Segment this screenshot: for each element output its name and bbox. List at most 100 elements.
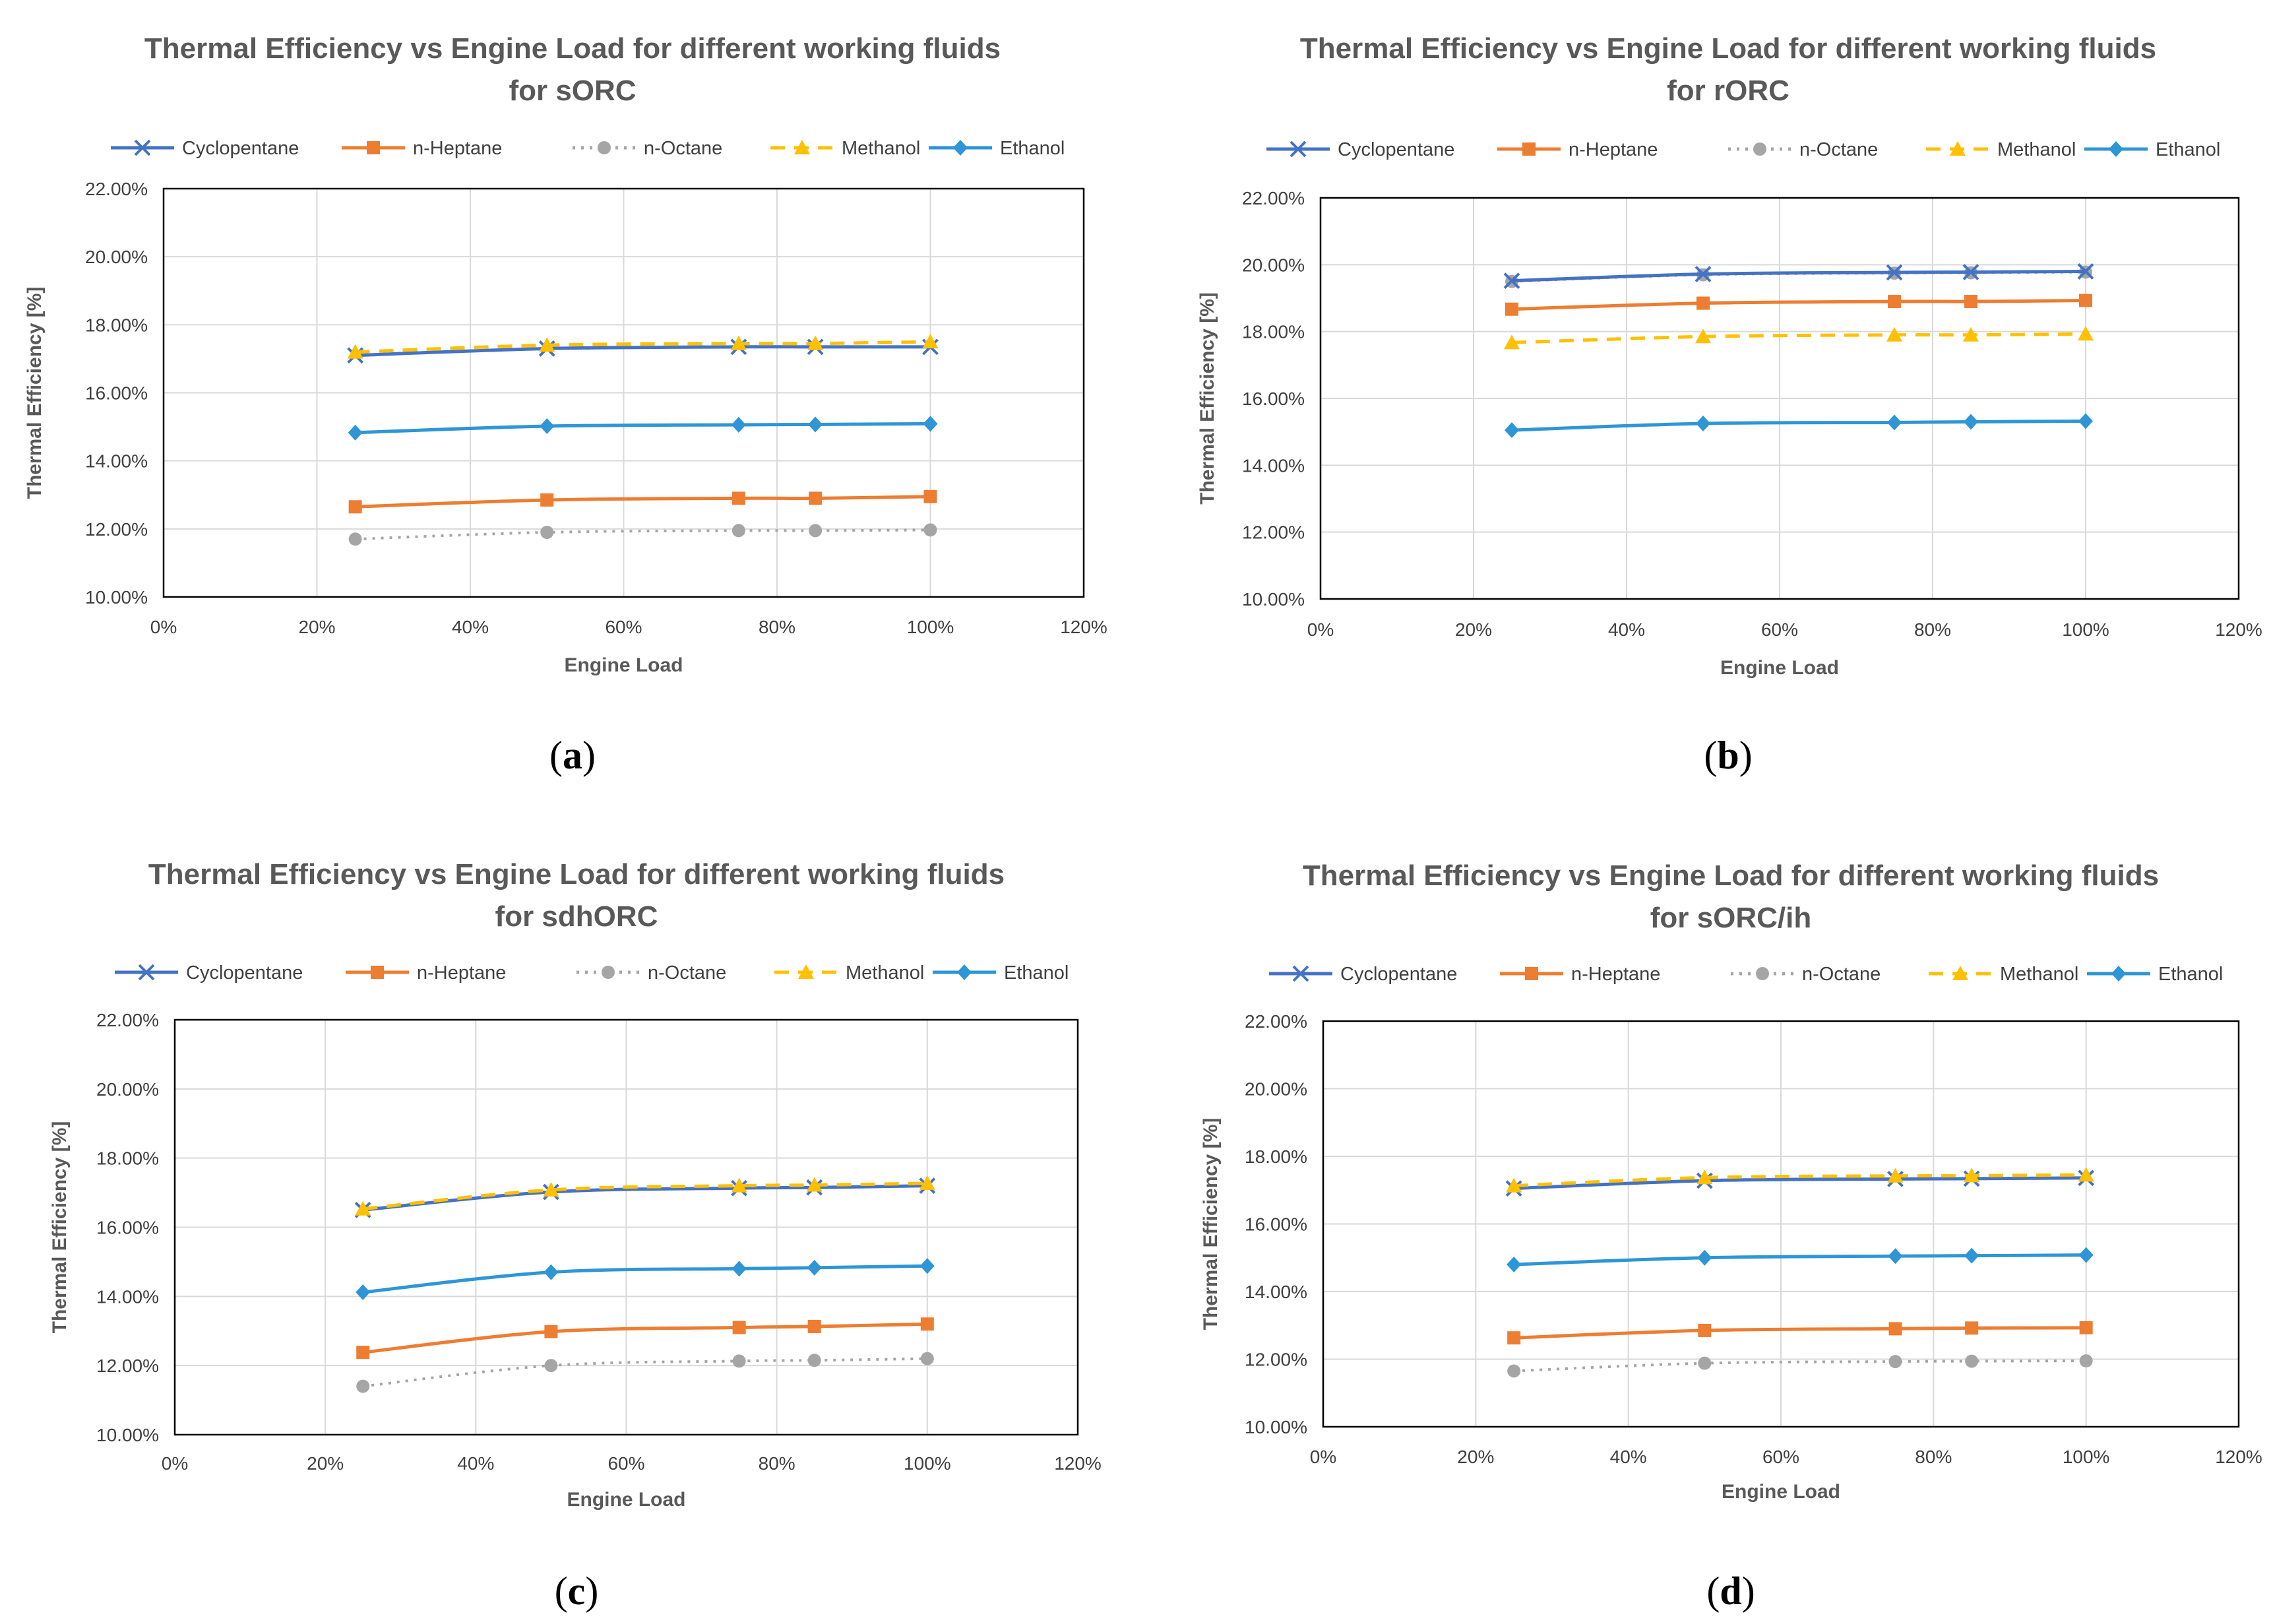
data-point xyxy=(356,1379,370,1393)
panel-b: Thermal Efficiency vs Engine Load for di… xyxy=(1197,32,2262,777)
x-tick-label: 0% xyxy=(162,1453,188,1474)
legend-item-n-octane: n-Octane xyxy=(576,962,726,984)
legend-square-marker-icon xyxy=(371,966,384,979)
legend-label: n-Heptane xyxy=(1569,139,1658,160)
x-tick-label: 80% xyxy=(759,1453,795,1474)
x-tick-label: 40% xyxy=(452,617,489,637)
chart-title-line1: Thermal Efficiency vs Engine Load for di… xyxy=(1300,32,2156,65)
legend-label: n-Heptane xyxy=(417,962,506,984)
gridlines xyxy=(174,1019,1078,1435)
x-tick-label: 120% xyxy=(2215,1447,2262,1467)
data-point xyxy=(1505,422,1519,439)
x-tick-label: 80% xyxy=(1914,619,1951,640)
panel-a: Thermal Efficiency vs Engine Load for di… xyxy=(24,32,1107,777)
legend-label: n-Octane xyxy=(1799,139,1878,160)
y-axis-title: Thermal Efficiency [%] xyxy=(24,287,46,499)
series-line xyxy=(355,495,931,509)
data-point xyxy=(920,1352,934,1365)
data-point xyxy=(923,416,938,432)
y-tick-label: 10.00% xyxy=(85,587,148,608)
chart-title-line2: for rORC xyxy=(1667,75,1789,107)
series-n-heptane xyxy=(348,489,937,514)
data-point xyxy=(731,1177,747,1193)
legend-label: Cyclopentane xyxy=(1338,139,1454,160)
data-point xyxy=(540,525,554,539)
legend-item-n-heptane: n-Heptane xyxy=(1497,139,1658,160)
y-tick-label: 12.00% xyxy=(85,519,148,540)
data-point xyxy=(923,523,937,537)
data-point xyxy=(730,335,747,350)
data-point xyxy=(732,1321,746,1334)
data-point xyxy=(731,416,746,433)
y-tick-label: 16.00% xyxy=(1245,1214,1307,1235)
data-point xyxy=(1886,264,1903,281)
series-methanol xyxy=(1504,326,2094,350)
series-n-octane xyxy=(348,523,937,546)
series-ethanol xyxy=(1505,413,2093,439)
legend-label: Ethanol xyxy=(2158,964,2223,985)
legend-item-n-heptane: n-Heptane xyxy=(342,138,502,159)
x-tick-label: 60% xyxy=(1762,1447,1799,1467)
data-point xyxy=(807,1354,821,1367)
series-line xyxy=(1514,1253,2086,1266)
legend-x-marker-icon xyxy=(134,139,151,156)
data-point xyxy=(923,489,937,503)
x-tick-label: 80% xyxy=(1915,1447,1952,1467)
legend-x-marker-icon xyxy=(138,964,155,981)
legend-item-n-octane: n-Octane xyxy=(1728,139,1878,160)
series-line xyxy=(362,1264,927,1294)
data-point xyxy=(1507,1331,1521,1345)
data-point xyxy=(2078,1167,2094,1182)
x-tick-label: 20% xyxy=(307,1453,344,1474)
series-ethanol xyxy=(1507,1247,2094,1272)
legend-triangle-marker-icon xyxy=(1950,141,1966,156)
data-point xyxy=(540,418,555,435)
y-tick-label: 10.00% xyxy=(96,1425,159,1445)
data-point xyxy=(1964,295,1977,309)
series-line xyxy=(355,422,931,435)
data-point xyxy=(2079,1354,2093,1368)
data-point xyxy=(539,337,555,352)
x-tick-label: 40% xyxy=(457,1453,494,1474)
x-tick-label: 60% xyxy=(1761,619,1798,640)
data-point xyxy=(544,1264,559,1280)
legend-label: Cyclopentane xyxy=(182,138,299,159)
legend: Cyclopentane n-Heptane n-Octane Methanol Eth… xyxy=(111,138,1065,159)
data-point xyxy=(2077,263,2094,280)
legend-item-n-heptane: n-Heptane xyxy=(1500,964,1660,985)
plot-area-border xyxy=(1319,197,2240,600)
panel-caption: (d) xyxy=(1706,1569,1755,1613)
data-point xyxy=(1697,1249,1712,1266)
data-point xyxy=(543,1181,559,1197)
data-point xyxy=(2078,413,2093,429)
series-line xyxy=(1514,1359,2086,1373)
series-line xyxy=(362,1357,927,1388)
legend: Cyclopentane n-Heptane n-Octane Methanol Eth… xyxy=(1266,139,2220,160)
legend-diamond-marker-icon xyxy=(2109,141,2123,157)
panel-caption: (a) xyxy=(549,734,596,777)
data-point xyxy=(919,1175,935,1190)
legend-label: Ethanol xyxy=(1004,962,1069,984)
x-tick-label: 40% xyxy=(1610,1447,1647,1467)
series-line xyxy=(355,345,931,358)
y-tick-label: 12.00% xyxy=(96,1356,159,1376)
data-point xyxy=(1696,296,1710,310)
y-tick-label: 22.00% xyxy=(1245,1011,1307,1032)
data-point xyxy=(355,1201,371,1216)
legend-label: Methanol xyxy=(842,138,920,159)
data-point xyxy=(1888,1248,1903,1265)
data-point xyxy=(1507,1257,1522,1272)
y-tick-label: 20.00% xyxy=(1245,1079,1307,1100)
legend-diamond-marker-icon xyxy=(953,140,968,156)
y-tick-label: 10.00% xyxy=(1245,1417,1307,1437)
panel-c: Thermal Efficiency vs Engine Load for di… xyxy=(49,858,1102,1613)
legend-item-methanol: Methanol xyxy=(1929,964,2078,985)
series-n-octane xyxy=(356,1352,934,1393)
series-line xyxy=(362,1322,927,1354)
chart-title-line2: for sORC xyxy=(509,75,636,107)
legend-item-ethanol: Ethanol xyxy=(2084,139,2220,160)
legend-triangle-marker-icon xyxy=(798,964,814,979)
legend-diamond-marker-icon xyxy=(957,964,972,980)
legend-x-marker-icon xyxy=(1290,141,1307,158)
